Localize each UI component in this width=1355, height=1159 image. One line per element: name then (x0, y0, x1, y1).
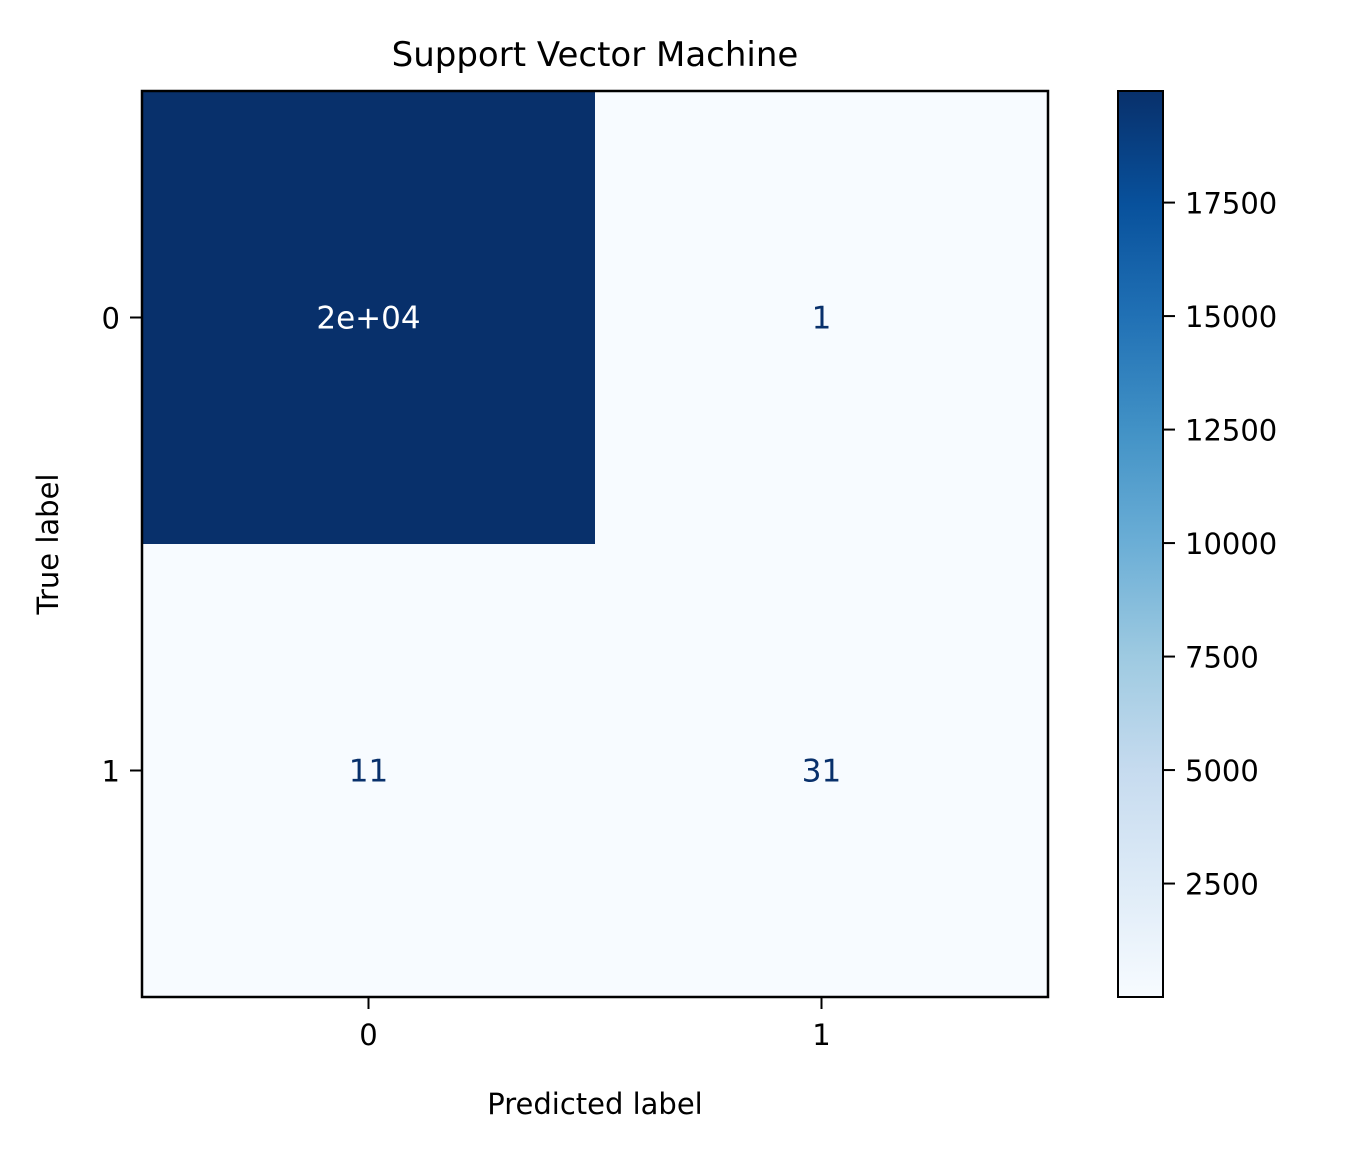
cell-1-1 (595, 544, 1048, 997)
cell-0-0 (142, 91, 595, 544)
y-axis-ticks: 01 (102, 302, 142, 789)
x-tick-label-0: 0 (359, 1018, 377, 1052)
cell-label-1-0: 11 (349, 754, 388, 790)
matrix-cell-labels: 2e+04 111 31 (316, 301, 841, 790)
y-tick-label-1: 1 (102, 755, 120, 789)
matrix-cells (142, 91, 1048, 997)
colorbar-tick-label-5: 15000 (1185, 300, 1277, 334)
cell-label-0-1: 1 (812, 301, 832, 337)
plot-frame (140, 89, 1050, 999)
x-axis-label: Predicted label (487, 1087, 703, 1121)
cell-0-1 (595, 91, 1048, 544)
y-axis-label: True label (31, 474, 65, 616)
cell-label-1-1: 31 (802, 754, 841, 790)
colorbar-tick-label-4: 12500 (1185, 414, 1277, 448)
chart-title: Support Vector Machine (392, 35, 799, 75)
colorbar-tick-label-6: 17500 (1185, 187, 1277, 221)
colorbar-tick-label-3: 10000 (1185, 527, 1277, 561)
colorbar-tick-label-1: 5000 (1185, 754, 1259, 788)
y-tick-label-0: 0 (102, 302, 120, 336)
colorbar-tick-label-2: 7500 (1185, 641, 1259, 675)
x-tick-label-1: 1 (812, 1018, 830, 1052)
colorbar-tick-label-0: 2500 (1185, 868, 1259, 902)
cell-1-0 (142, 544, 595, 997)
colorbar (1117, 90, 1164, 998)
colorbar-ticks: 2500 5000 7500 10000 12500 15000 17500 (1163, 187, 1277, 902)
cell-label-0-0: 2e+04 (316, 301, 420, 337)
